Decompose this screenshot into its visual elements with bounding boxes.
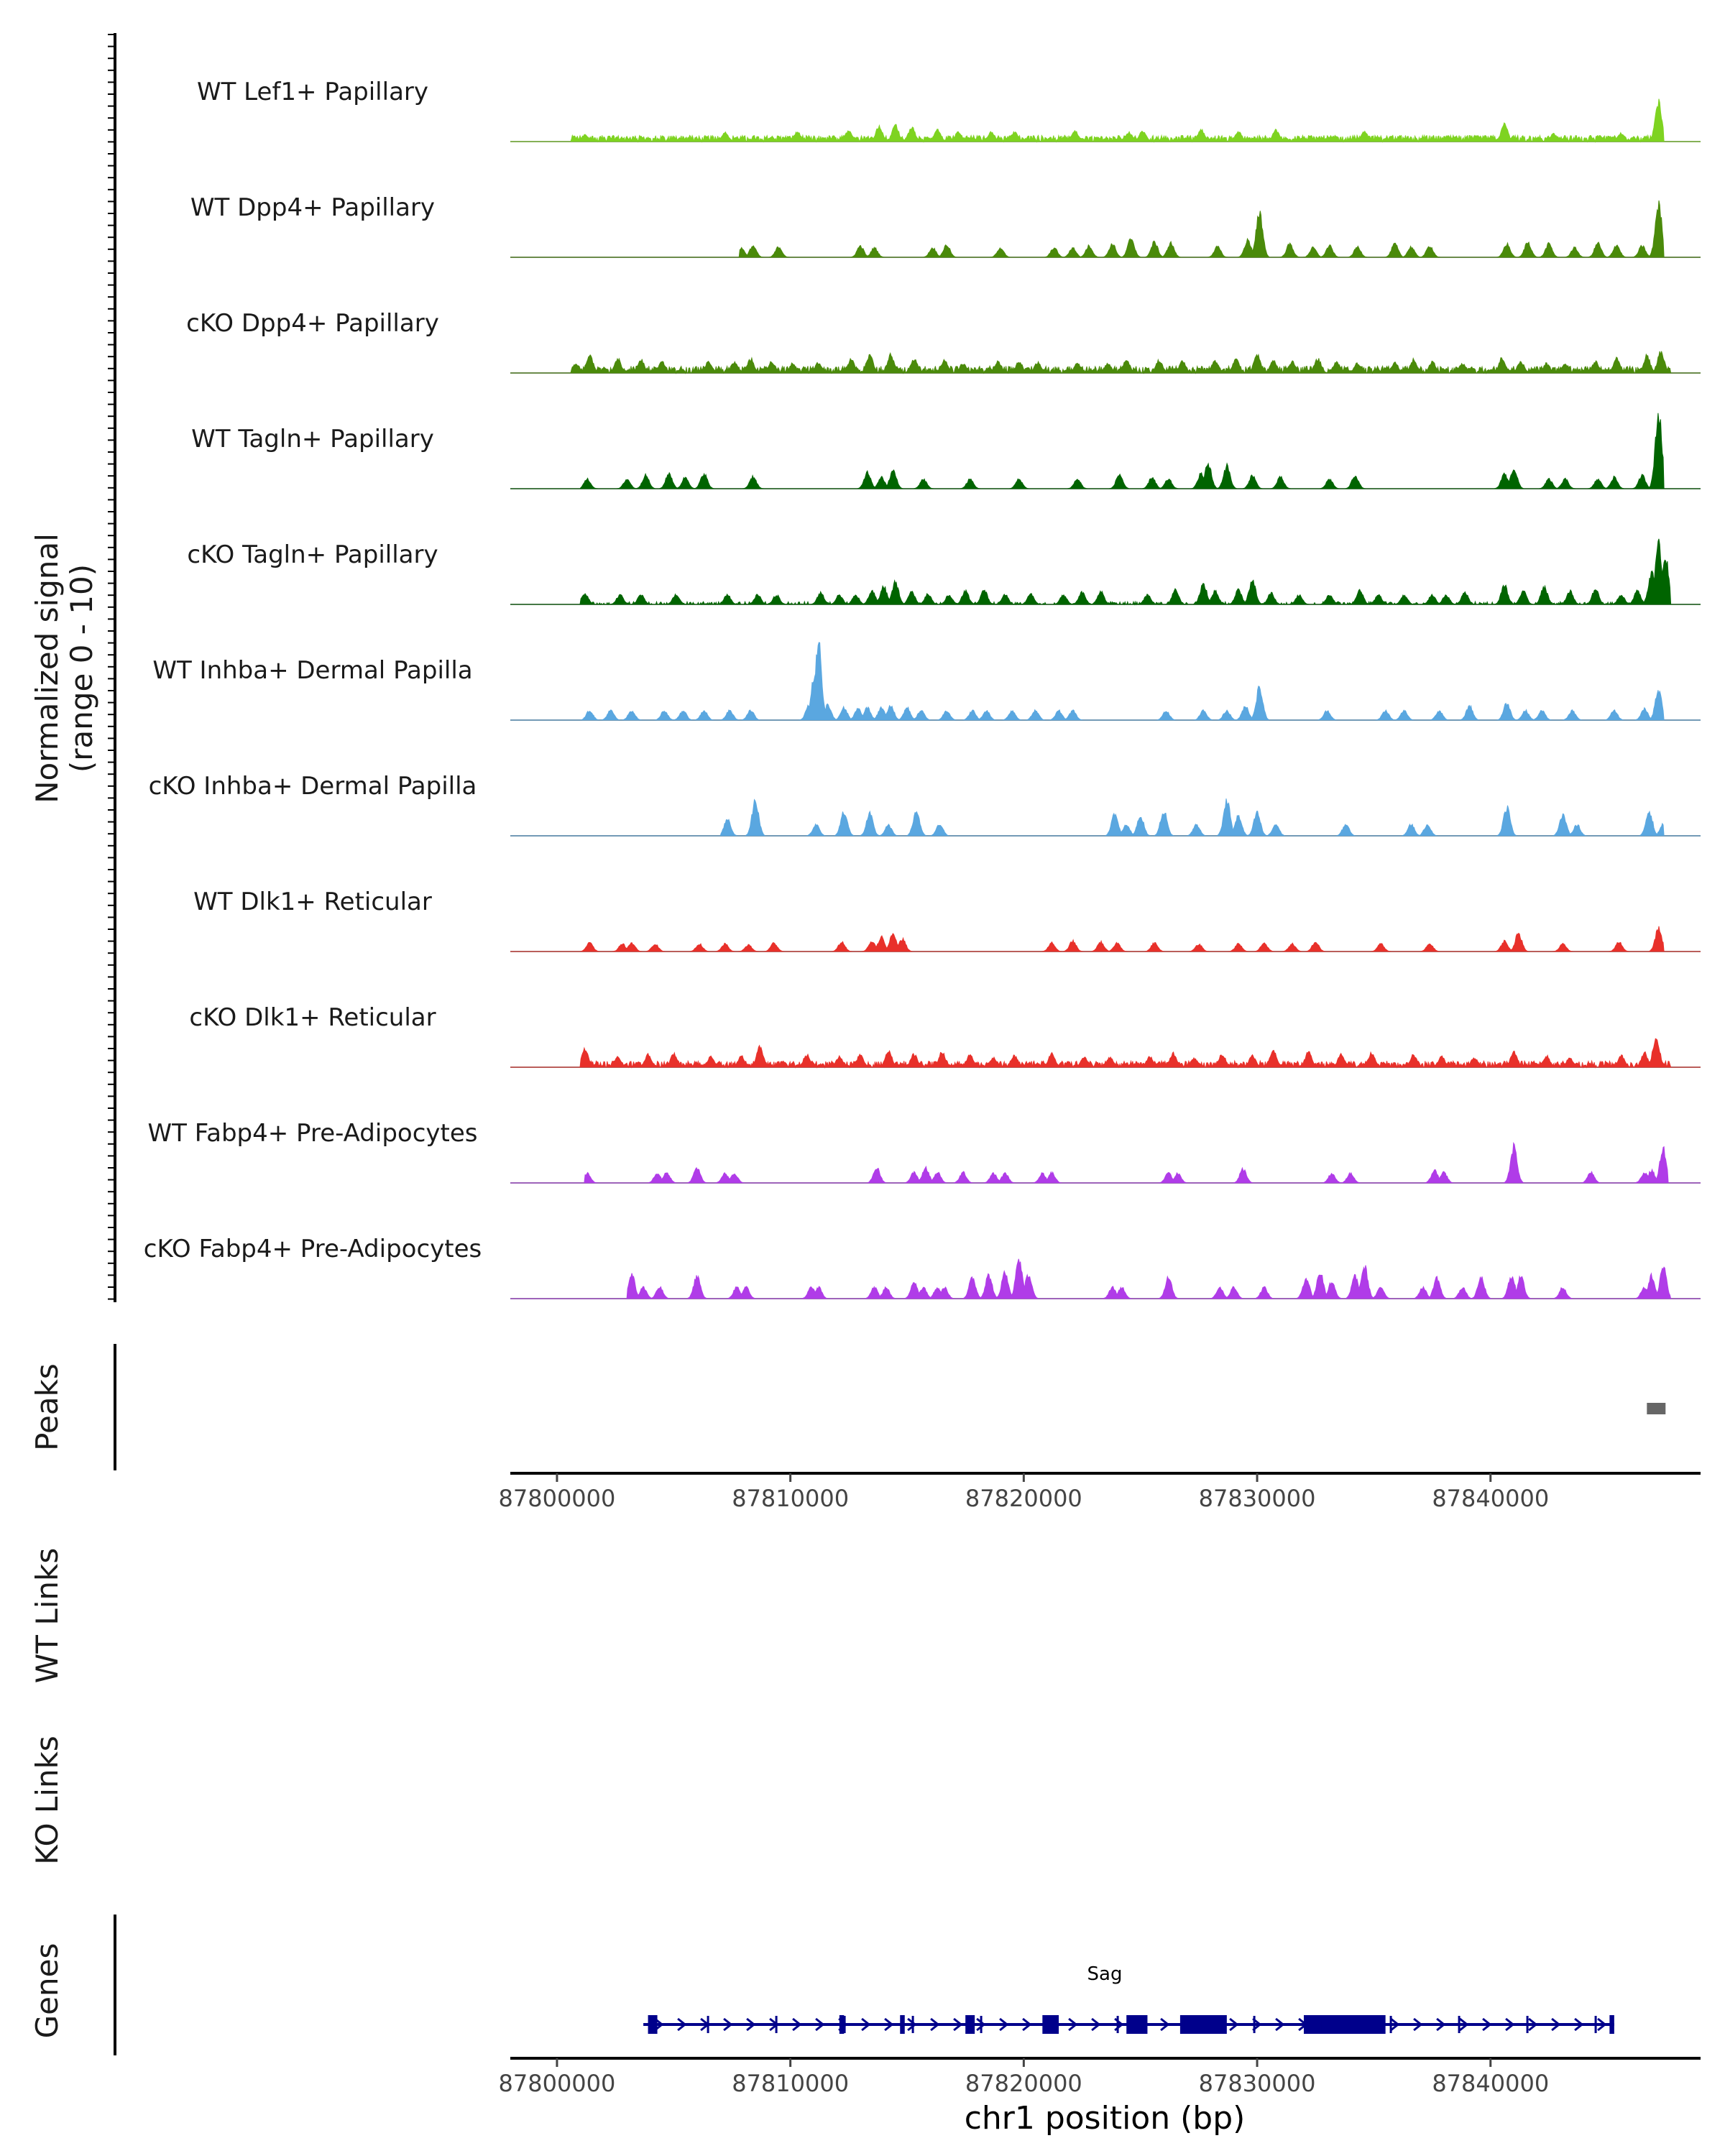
track-label: WT Dlk1+ Reticular bbox=[193, 888, 432, 916]
track-label: cKO Tagln+ Papillary bbox=[187, 540, 438, 569]
coverage-track: WT Dpp4+ Papillary bbox=[190, 193, 1701, 258]
coverage-tracks: WT Lef1+ Papillary WT Dpp4+ Papillary cKO … bbox=[144, 78, 1701, 1299]
x-axis-title: chr1 position (bp) bbox=[965, 2100, 1246, 2137]
coverage-area bbox=[510, 1258, 1701, 1299]
x-axis-upper: 87800000 87810000 87820000 87830000 87840000 bbox=[499, 1472, 1701, 1512]
wt-links-label: WT Links bbox=[29, 1548, 65, 1683]
track-label: cKO Inhba+ Dermal Papilla bbox=[149, 772, 477, 801]
gene-exon bbox=[1042, 2015, 1059, 2034]
track-label: cKO Dpp4+ Papillary bbox=[186, 309, 439, 338]
peaks-label: Peaks bbox=[29, 1363, 65, 1451]
strand-arrow bbox=[953, 2017, 963, 2032]
strand-arrow bbox=[1091, 2017, 1101, 2032]
coverage-area bbox=[510, 798, 1701, 837]
strand-arrow bbox=[1551, 2017, 1561, 2032]
genes-label: Genes bbox=[29, 1943, 65, 2039]
coverage-y-axis bbox=[108, 33, 116, 1302]
x-axis-lower: 87800000 87810000 87820000 87830000 87840000 bbox=[499, 2057, 1701, 2097]
strand-arrow bbox=[861, 2017, 871, 2032]
strand-arrow bbox=[746, 2017, 756, 2032]
coverage-track: cKO Fabp4+ Pre-Adipocytes bbox=[144, 1235, 1701, 1299]
strand-arrow bbox=[999, 2017, 1009, 2032]
strand-arrow bbox=[1413, 2017, 1423, 2032]
x-tick-label: 87810000 bbox=[732, 1485, 849, 1512]
x-tick-label: 87800000 bbox=[499, 1485, 616, 1512]
coverage-area bbox=[510, 98, 1701, 143]
coverage-area bbox=[510, 926, 1701, 952]
strand-arrow bbox=[976, 2017, 986, 2032]
strand-arrow bbox=[884, 2017, 894, 2032]
track-label: WT Dpp4+ Papillary bbox=[190, 193, 435, 222]
x-tick-label: 87820000 bbox=[965, 1485, 1082, 1512]
coverage-area bbox=[510, 200, 1701, 258]
gene-model: Sag bbox=[643, 1963, 1614, 2034]
coverage-track: WT Dlk1+ Reticular bbox=[193, 888, 1701, 952]
ko-links-label: KO Links bbox=[29, 1736, 65, 1865]
strand-arrow bbox=[1022, 2017, 1032, 2032]
strand-arrow bbox=[723, 2017, 733, 2032]
peaks-track: Peaks bbox=[29, 1344, 1666, 1470]
strand-arrow bbox=[1528, 2017, 1538, 2032]
gene-exon bbox=[1609, 2015, 1614, 2034]
coverage-y-title-line2: (range 0 - 10) bbox=[64, 564, 99, 773]
coverage-track: WT Inhba+ Dermal Papilla bbox=[152, 642, 1701, 721]
coverage-area bbox=[510, 413, 1701, 489]
coverage-area bbox=[510, 1141, 1701, 1184]
strand-arrow bbox=[1574, 2017, 1584, 2032]
strand-arrow bbox=[930, 2017, 940, 2032]
coverage-track: cKO Tagln+ Papillary bbox=[187, 538, 1701, 606]
track-label: cKO Dlk1+ Reticular bbox=[189, 1003, 436, 1032]
coverage-area bbox=[510, 538, 1701, 606]
gene-name: Sag bbox=[1087, 1963, 1123, 1985]
track-label: WT Fabp4+ Pre-Adipocytes bbox=[148, 1119, 478, 1148]
x-tick-label: 87800000 bbox=[499, 2070, 616, 2097]
genes-track: Genes Sag bbox=[29, 1915, 1614, 2055]
strand-arrow bbox=[1436, 2017, 1446, 2032]
track-label: cKO Fabp4+ Pre-Adipocytes bbox=[144, 1235, 482, 1263]
coverage-area bbox=[510, 642, 1701, 721]
gene-exon bbox=[1179, 2015, 1227, 2034]
strand-arrow bbox=[1390, 2017, 1400, 2032]
strand-arrow bbox=[792, 2017, 802, 2032]
coverage-track: WT Fabp4+ Pre-Adipocytes bbox=[148, 1119, 1701, 1184]
track-label: WT Tagln+ Papillary bbox=[191, 425, 434, 453]
strand-arrow bbox=[677, 2017, 687, 2032]
gene-exon bbox=[839, 2015, 845, 2034]
strand-arrow bbox=[1229, 2017, 1239, 2032]
strand-arrow bbox=[1068, 2017, 1078, 2032]
x-tick-label: 87840000 bbox=[1432, 2070, 1549, 2097]
strand-arrow bbox=[907, 2017, 917, 2032]
strand-arrow bbox=[1482, 2017, 1492, 2032]
strand-arrow bbox=[1597, 2017, 1607, 2032]
coverage-track: cKO Dpp4+ Papillary bbox=[186, 309, 1701, 374]
track-label: WT Lef1+ Papillary bbox=[197, 78, 428, 106]
gene-exon bbox=[965, 2015, 975, 2034]
track-label: WT Inhba+ Dermal Papilla bbox=[152, 656, 472, 685]
coverage-track: WT Lef1+ Papillary bbox=[197, 78, 1701, 143]
gene-exon bbox=[648, 2015, 658, 2034]
coverage-area bbox=[510, 1038, 1701, 1069]
coverage-track: cKO Inhba+ Dermal Papilla bbox=[149, 772, 1701, 837]
coverage-y-title-line1: Normalized signal bbox=[29, 533, 65, 803]
x-tick-label: 87840000 bbox=[1432, 1485, 1549, 1512]
strand-arrow bbox=[1505, 2017, 1515, 2032]
gene-exon bbox=[1126, 2015, 1148, 2034]
gene-exon bbox=[1304, 2015, 1386, 2034]
coverage-track: cKO Dlk1+ Reticular bbox=[189, 1003, 1701, 1069]
x-tick-label: 87830000 bbox=[1199, 1485, 1316, 1512]
coverage-area bbox=[510, 351, 1701, 374]
coverage-track: WT Tagln+ Papillary bbox=[191, 413, 1701, 489]
strand-arrow bbox=[1459, 2017, 1469, 2032]
strand-arrow bbox=[815, 2017, 825, 2032]
strand-arrow bbox=[1160, 2017, 1170, 2032]
x-tick-label: 87820000 bbox=[965, 2070, 1082, 2097]
x-tick-label: 87810000 bbox=[732, 2070, 849, 2097]
gene-exon bbox=[900, 2015, 905, 2034]
peak-region bbox=[1647, 1403, 1666, 1414]
x-tick-label: 87830000 bbox=[1199, 2070, 1316, 2097]
strand-arrow bbox=[1275, 2017, 1285, 2032]
